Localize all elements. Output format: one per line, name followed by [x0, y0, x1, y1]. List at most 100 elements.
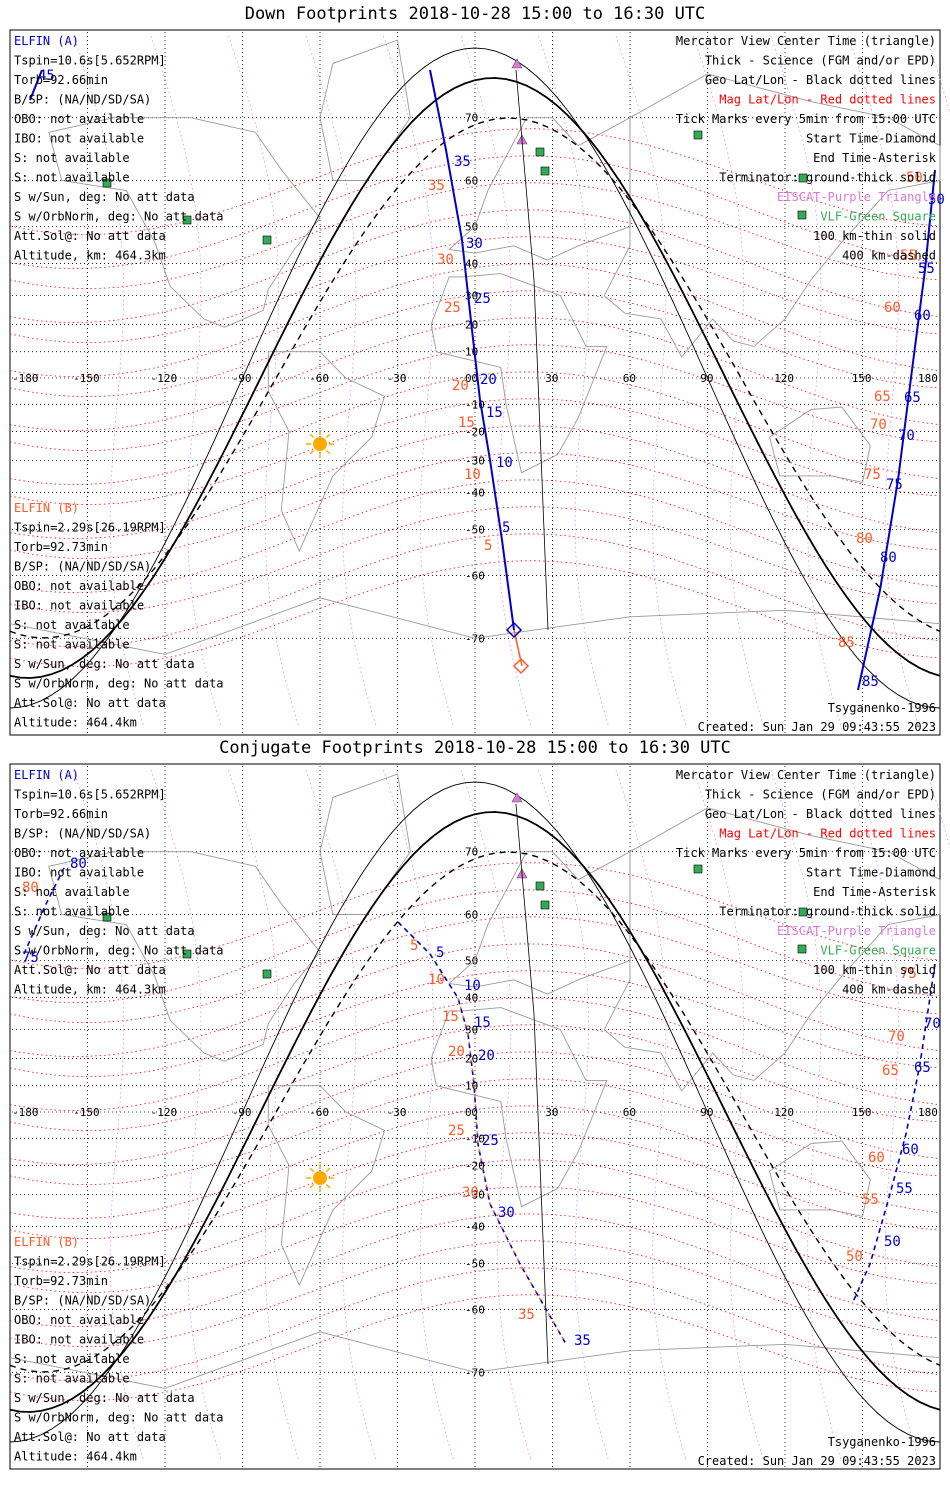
elfin-b-tick-label: 65 [874, 389, 891, 405]
sun-disk [313, 1171, 327, 1185]
elfin-b-info-line: S w/Sun, deg: No att data [14, 1391, 195, 1405]
lon-tick-label: 0 [471, 1106, 478, 1119]
legend-line: VLF-Green Square [820, 210, 936, 224]
elfin-a-tick-label: 75 [22, 950, 39, 966]
lat-tick-label: 40 [465, 992, 478, 1005]
mag-lon-line [228, 35, 299, 727]
sun-ray [325, 1183, 331, 1189]
elfin-a-tick-label: 25 [482, 1133, 499, 1149]
elfin-b-tick-label: 50 [846, 1249, 863, 1265]
vlf-square-icon [182, 215, 192, 225]
lon-tick-label: -120 [151, 1106, 178, 1119]
lat-tick-label: -50 [465, 524, 485, 537]
sun-ray [309, 433, 315, 439]
vlf-square-icon [798, 907, 808, 917]
lat-tick-label: -20 [465, 425, 485, 438]
elfin-a-tick-label: 5 [502, 520, 510, 536]
lon-tick-label: 60 [623, 372, 636, 385]
elfin-a-info-line: ELFIN (A) [14, 768, 79, 782]
elfin-b-tick-label: 25 [444, 300, 461, 316]
elfin-b-info-line: Att.Sol@: No att data [14, 696, 166, 710]
elfin-b-tick-label: 10 [464, 467, 481, 483]
lon-tick-label: -90 [232, 1106, 252, 1119]
legend-line: Terminator: ground-thick solid [719, 905, 936, 919]
mag-lon-line [538, 769, 609, 1461]
legend-line: Geo Lat/Lon - Black dotted lines [705, 807, 936, 821]
elfin-a-info-line: Att.Sol@: No att data [14, 229, 166, 243]
elfin-a-info-line: Att.Sol@: No att data [14, 963, 166, 977]
terminator [9, 781, 941, 1443]
elfin-b-info-line: Tspin=2.29s[26.19RPM] [14, 521, 166, 535]
vlf-square-icon [262, 969, 272, 979]
legend-line: Mag Lat/Lon - Red dotted lines [719, 93, 936, 107]
eiscat-triangle-icon [511, 58, 523, 69]
elfin-b-tick-label: 30 [462, 1185, 479, 1201]
elfin-b-info-line: S: not available [14, 1352, 130, 1366]
lon-tick-label: -60 [309, 1106, 329, 1119]
legend-line: Thick - Science (FGM and/or EPD) [705, 788, 936, 802]
elfin-a-tick-label: 65 [904, 390, 921, 406]
lon-tick-label: -30 [387, 372, 407, 385]
model-label: Tsyganenko-1996 [828, 1435, 936, 1449]
elfin-a-info-line: S w/Sun, deg: No att data [14, 190, 195, 204]
legend-line: 100 km-thin solid [813, 229, 936, 243]
lon-tick-label: 150 [852, 372, 872, 385]
vlf-square-icon [535, 147, 545, 157]
elfin-b-tick-label: 35 [428, 178, 445, 194]
elfin-a-tick-label: 25 [474, 291, 491, 307]
mag-lon-line [150, 35, 222, 727]
mag-lon-line [73, 35, 144, 727]
lon-tick-label: -180 [12, 1106, 39, 1119]
legend-line: 400 km-dashed [842, 983, 936, 997]
created-timestamp: Created: Sun Jan 29 09:43:55 2023 [698, 1454, 936, 1468]
legend-line: Tick Marks every 5min from 15:00 UTC [676, 112, 936, 126]
legend-line: Geo Lat/Lon - Black dotted lines [705, 73, 936, 87]
legend-line: EISCAT-Purple Triangle [777, 190, 936, 204]
legend-line: Tick Marks every 5min from 15:00 UTC [676, 846, 936, 860]
elfin-a-tick-label: 75 [886, 477, 903, 493]
mag-lat-line [9, 155, 941, 270]
elfin-b-tick-label: 55 [862, 1192, 879, 1208]
elfin-a-info-line: S: not available [14, 151, 130, 165]
coastline [267, 351, 386, 553]
legend-line: Mercator View Center Time (triangle) [676, 768, 936, 782]
elfin-a-info-line: OBO: not available [14, 112, 144, 126]
vlf-square-icon [540, 166, 550, 176]
elfin-a-info-line: S: not available [14, 171, 130, 185]
vlf-square-icon [693, 864, 703, 874]
elfin-b-tick-label: 35 [518, 1307, 535, 1323]
mag-lon-line [460, 35, 532, 727]
elfin-a-tick-label: 50 [884, 1234, 901, 1250]
lon-tick-label: -30 [387, 1106, 407, 1119]
elfin-b-info-line: ELFIN (B) [14, 501, 79, 515]
mag-lat-line [9, 263, 941, 378]
elfin-a-tick-label: 30 [498, 1205, 515, 1221]
lon-tick-label: -60 [309, 372, 329, 385]
elfin-b-info-line: OBO: not available [14, 1313, 144, 1327]
elfin-b-info-line: IBO: not available [14, 1333, 144, 1347]
legend-line: Mag Lat/Lon - Red dotted lines [719, 827, 936, 841]
geo-grid: -180 -150 -120 -90 -60 -30 0 30 60 90 120 150 180706… [12, 32, 938, 733]
geo-grid: -180 -150 -120 -90 -60 -30 0 30 60 90 120 150 180706… [12, 766, 938, 1467]
coastline [48, 117, 321, 328]
legend-line: Start Time-Diamond [806, 132, 936, 146]
lat-tick-label: 0 [465, 372, 472, 385]
lon-tick-label: 180 [918, 372, 938, 385]
lon-tick-label: 0 [471, 372, 478, 385]
elfin-a-info-line: Altitude, km: 464.3km [14, 983, 166, 997]
elfin-a-tick-label: 20 [480, 372, 497, 388]
sun-disk [313, 437, 327, 451]
elfin-a-tick-label: 10 [464, 978, 481, 994]
elfin-a-track [29, 69, 43, 101]
elfin-b-info-line: IBO: not available [14, 599, 144, 613]
coastline [603, 807, 941, 1092]
vlf-square-icon [262, 235, 272, 245]
elfin-a-info-line: B/SP: (NA/ND/SD/SA) [14, 827, 151, 841]
lon-tick-label: -90 [232, 372, 252, 385]
start-diamond-icon [512, 657, 530, 675]
elfin-a-tick-label: 60 [902, 1142, 919, 1158]
coastline [267, 1085, 386, 1287]
legend-line: 100 km-thin solid [813, 963, 936, 977]
elfin-b-info-line: S: not available [14, 638, 130, 652]
conj-map-panel: -180 -150 -120 -90 -60 -30 0 30 60 90 120 150 180706… [9, 763, 950, 1470]
